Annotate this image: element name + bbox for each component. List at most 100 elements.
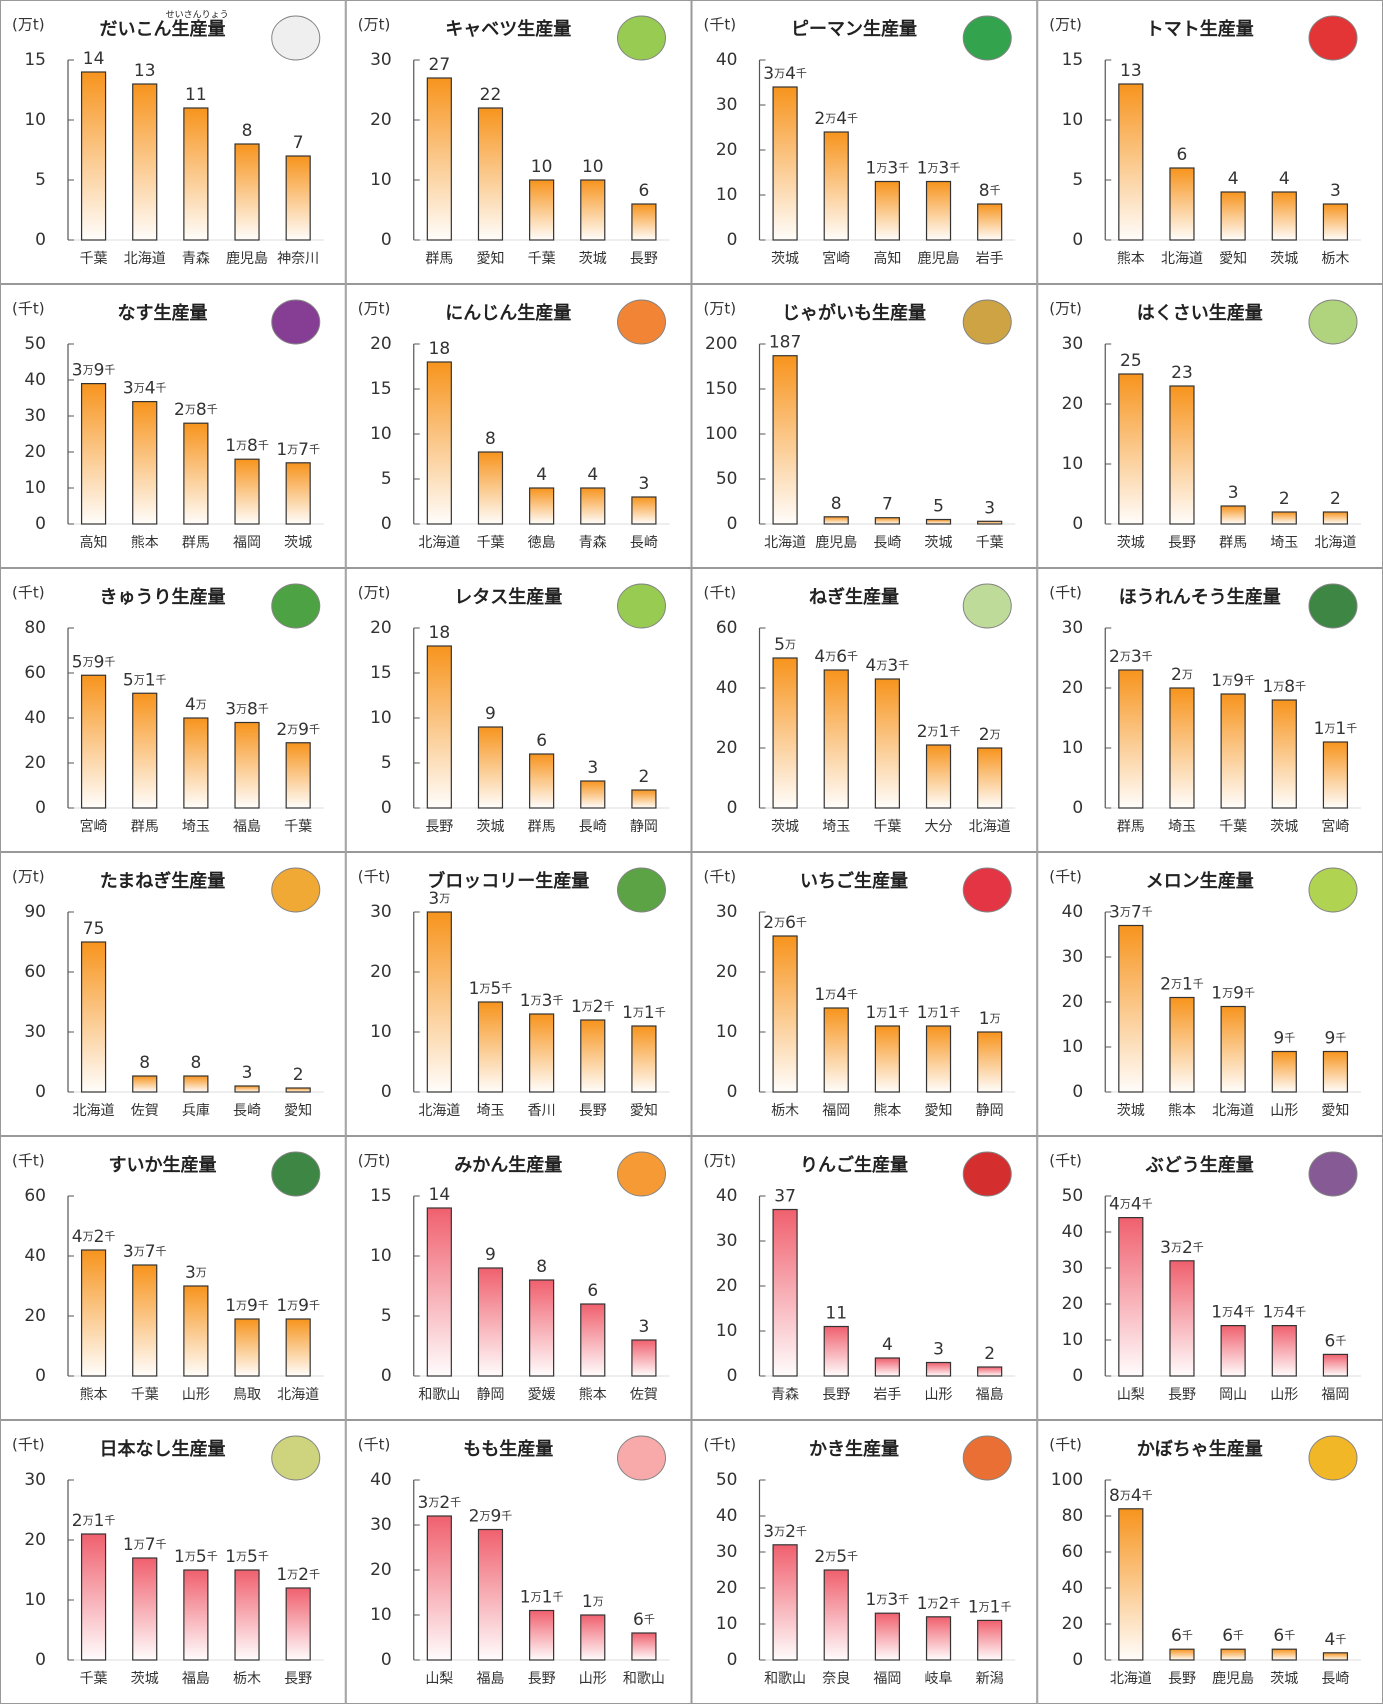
y-tick-label: 30 (24, 406, 46, 426)
value-label: 2万5千 (814, 1547, 858, 1567)
y-tick-label: 30 (716, 1542, 738, 1562)
chart-title: はくさい生産量 (1137, 302, 1263, 324)
value-label: 1万3千 (866, 1590, 910, 1610)
x-tick-label: 茨城 (1270, 251, 1298, 267)
value-label: 2万1千 (1160, 975, 1204, 995)
x-tick-label: 茨城 (925, 535, 953, 551)
value-label: 3 (639, 1317, 650, 1337)
illustration (271, 299, 321, 345)
y-tick-label: 80 (24, 618, 46, 638)
bar (529, 753, 555, 809)
value-label: 3 (587, 758, 598, 778)
y-tick-label: 20 (370, 1560, 392, 1580)
value-label: 3万4千 (763, 64, 807, 84)
value-label: 6千 (1222, 1626, 1244, 1646)
bar (631, 1339, 657, 1377)
value-label: 3 (933, 1340, 944, 1360)
y-tick-label: 10 (1062, 738, 1084, 758)
chart-title: 日本なし生産量 (100, 1438, 226, 1460)
value-label: 4万3千 (866, 656, 910, 676)
chart-panel: (万t) トマト生産量 0 5 10 15 熊本 13 北海道 6 愛知 4 茨城 4 栃木 3 (1037, 0, 1383, 284)
x-tick-label: 栃木 (771, 1103, 799, 1119)
unit-label: (千t) (704, 868, 737, 886)
x-tick-label: 長野 (579, 1103, 607, 1119)
y-tick-label: 20 (1062, 678, 1084, 698)
x-tick-label: 群馬 (182, 535, 210, 551)
panel-border (345, 1136, 692, 1420)
x-tick-label: 福岡 (822, 1103, 850, 1119)
y-tick-label: 30 (1062, 618, 1084, 638)
value-label: 1万8千 (1262, 677, 1306, 697)
y-tick-label: 10 (370, 1022, 392, 1042)
bar (477, 726, 504, 809)
x-tick-label: 長崎 (873, 535, 901, 551)
unit-label: (千t) (358, 1436, 391, 1454)
value-label: 3万 (185, 1263, 207, 1283)
y-tick-label: 0 (727, 230, 738, 250)
x-tick-label: 群馬 (425, 251, 453, 267)
x-tick-label: 香川 (528, 1103, 556, 1119)
bar (426, 1207, 452, 1377)
y-tick-label: 60 (24, 962, 46, 982)
value-label: 9千 (1273, 1029, 1295, 1049)
value-label: 1万5千 (174, 1547, 218, 1567)
value-label: 2万9千 (276, 720, 320, 740)
y-tick-label: 0 (727, 798, 738, 818)
chart-title: にんじん生産量 (445, 302, 571, 324)
bar (183, 1569, 209, 1661)
x-tick-label: 千葉 (1219, 819, 1247, 835)
x-tick-label: 福岡 (873, 1671, 901, 1687)
unit-label: (千t) (704, 16, 737, 34)
bar (925, 180, 952, 241)
x-tick-label: 茨城 (1117, 1103, 1145, 1119)
bar (1271, 191, 1297, 241)
panel-border (691, 1136, 1038, 1420)
value-label: 4 (587, 465, 598, 485)
bar (772, 86, 798, 241)
illustration (617, 867, 666, 913)
bar (426, 361, 452, 525)
x-tick-label: 静岡 (476, 1387, 504, 1403)
y-tick-label: 0 (35, 514, 46, 534)
bar (529, 1013, 555, 1093)
x-tick-label: 静岡 (976, 1103, 1004, 1119)
bar (772, 1544, 798, 1661)
bar (1118, 669, 1144, 809)
bar (925, 1616, 952, 1661)
value-label: 2万1千 (72, 1511, 116, 1531)
x-tick-label: 福島 (182, 1671, 210, 1687)
bar (1271, 1050, 1297, 1093)
bar (529, 487, 555, 525)
x-tick-label: 北海道 (124, 251, 166, 267)
unit-label: (万t) (358, 16, 391, 34)
x-tick-label: 埼玉 (476, 1103, 504, 1119)
x-tick-label: 長野 (1168, 1671, 1196, 1687)
x-tick-label: 熊本 (873, 1103, 901, 1119)
bar (1271, 511, 1297, 525)
x-tick-label: 埼玉 (1270, 535, 1298, 551)
value-label: 6千 (1273, 1626, 1295, 1646)
value-label: 9 (485, 1245, 496, 1265)
chart-title: レタス生産量 (454, 586, 562, 608)
x-tick-label: 山形 (1270, 1103, 1298, 1119)
bar (925, 1025, 952, 1093)
y-tick-label: 60 (24, 1186, 46, 1206)
x-tick-label: 北海道 (1314, 535, 1356, 551)
y-tick-label: 30 (24, 1022, 46, 1042)
y-tick-label: 30 (716, 1231, 738, 1251)
y-tick-label: 30 (370, 50, 392, 70)
value-label: 1万2千 (276, 1565, 320, 1585)
bar (823, 1569, 849, 1661)
x-tick-label: 茨城 (579, 251, 607, 267)
x-tick-label: 兵庫 (182, 1103, 210, 1119)
bar (772, 1208, 798, 1377)
bar (580, 780, 606, 809)
value-label: 1万8千 (225, 436, 269, 456)
x-tick-label: 大分 (925, 819, 953, 835)
value-label: 8 (831, 494, 842, 514)
bar (80, 1533, 107, 1661)
illustration (1308, 15, 1358, 61)
